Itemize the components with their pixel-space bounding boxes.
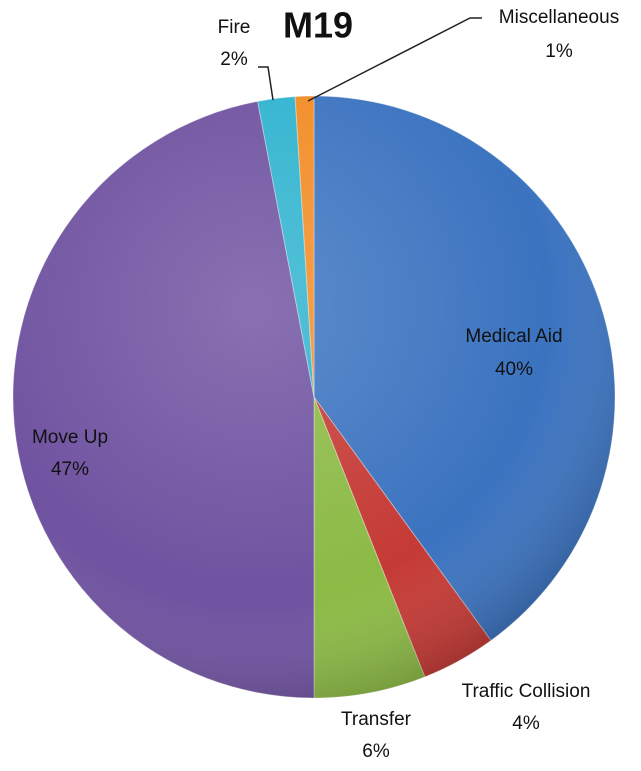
slice-label: Medical Aid <box>465 326 562 347</box>
slice-label: Transfer <box>341 709 412 730</box>
pie <box>12 95 616 699</box>
slice-label: Miscellaneous <box>499 7 619 28</box>
slice-value-label: 40% <box>495 359 533 380</box>
slice-value-label: 2% <box>220 49 248 70</box>
slice-value-label: 6% <box>362 741 390 762</box>
slice-label: Fire <box>218 17 251 38</box>
leader-line <box>258 66 274 101</box>
pie-slice <box>12 100 315 699</box>
chart-title: M19 <box>283 5 353 46</box>
slice-label: Move Up <box>32 427 108 448</box>
slice-value-label: 1% <box>545 41 573 62</box>
slice-value-label: 4% <box>512 713 540 734</box>
leader-line <box>307 17 482 102</box>
slice-value-label: 47% <box>51 459 89 480</box>
slice-label: Traffic Collision <box>462 681 591 702</box>
